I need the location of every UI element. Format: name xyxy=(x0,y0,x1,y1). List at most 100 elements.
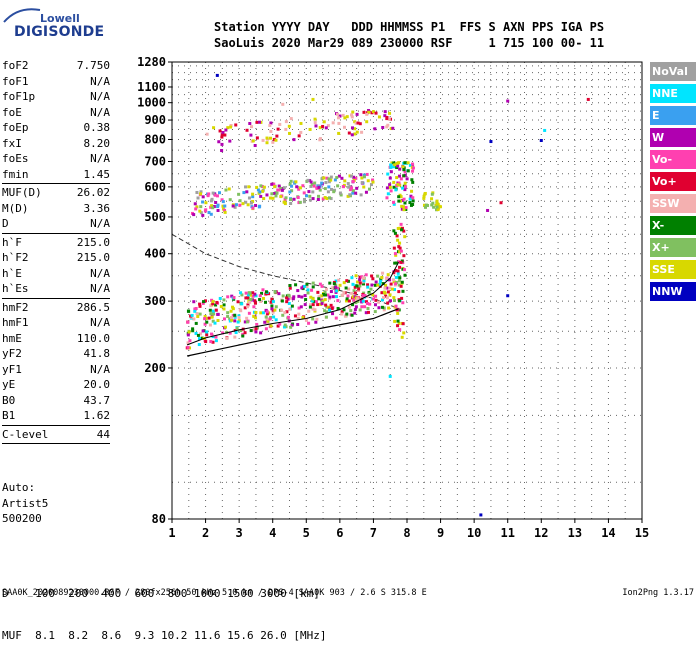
echo-point xyxy=(350,291,354,295)
echo-point xyxy=(200,336,204,340)
echo-point xyxy=(306,178,310,182)
echo-point xyxy=(249,293,253,297)
virtual-height-trace xyxy=(186,261,400,346)
echo-point xyxy=(230,294,234,298)
echo-point xyxy=(308,194,312,198)
legend-entry: Vo+ xyxy=(650,172,696,191)
echo-point xyxy=(435,199,439,203)
echo-point xyxy=(303,294,307,298)
echo-point xyxy=(226,311,230,315)
echo-point xyxy=(393,269,397,273)
echo-point xyxy=(392,200,396,204)
echo-point xyxy=(363,293,367,297)
echo-point xyxy=(331,121,335,125)
echo-point xyxy=(354,301,358,305)
echo-point xyxy=(220,149,224,153)
echo-point xyxy=(394,253,398,257)
param-name: hmE xyxy=(2,331,22,345)
echo-point xyxy=(247,196,251,200)
echo-point xyxy=(321,124,325,128)
echo-point xyxy=(393,299,397,303)
echo-point xyxy=(327,305,331,309)
echo-point xyxy=(345,299,349,303)
echo-point xyxy=(277,184,281,188)
echo-point xyxy=(211,319,215,323)
echo-point xyxy=(316,290,320,294)
echo-point xyxy=(230,316,234,320)
legend-entry: NoVal xyxy=(650,62,696,81)
echo-point xyxy=(435,208,439,212)
echo-point xyxy=(385,117,389,121)
echo-point xyxy=(199,205,203,209)
echo-point xyxy=(350,276,354,280)
echo-point xyxy=(374,280,378,284)
echo-point xyxy=(255,185,259,189)
echo-point xyxy=(358,308,362,312)
echo-point xyxy=(187,330,191,334)
echo-point xyxy=(359,193,363,197)
echo-point xyxy=(258,294,262,298)
echo-point xyxy=(329,303,333,307)
software-version: Ion2Png 1.3.17 xyxy=(622,588,694,598)
echo-point xyxy=(355,112,359,116)
echo-point xyxy=(337,174,341,178)
echo-point xyxy=(322,176,326,180)
echo-point xyxy=(393,261,397,265)
echo-point xyxy=(289,296,293,300)
echo-point xyxy=(312,184,316,188)
echo-point xyxy=(297,294,301,298)
echo-point xyxy=(362,282,366,286)
echo-point xyxy=(225,336,229,340)
echo-point xyxy=(318,282,322,286)
legend-entry: SSE xyxy=(650,260,696,279)
echo-point xyxy=(380,275,384,279)
echo-point xyxy=(361,294,365,298)
echo-point xyxy=(350,115,354,119)
echo-point xyxy=(259,184,263,188)
echo-point xyxy=(405,161,409,165)
echo-point xyxy=(199,190,203,194)
echo-point xyxy=(237,314,241,318)
echo-point xyxy=(380,305,384,309)
echo-point xyxy=(401,322,405,326)
y-tick-label: 700 xyxy=(144,154,166,168)
x-tick-label: 7 xyxy=(370,526,377,540)
echo-point xyxy=(317,295,321,299)
param-value: 286.5 xyxy=(76,300,110,314)
echo-point xyxy=(506,99,510,103)
echo-point xyxy=(194,207,198,211)
echo-point xyxy=(313,121,317,125)
echo-point xyxy=(324,303,328,307)
echo-point xyxy=(201,301,205,305)
echo-point xyxy=(268,196,272,200)
echo-point xyxy=(400,207,404,211)
echo-points xyxy=(185,73,590,517)
echo-point xyxy=(241,332,245,336)
echo-point xyxy=(385,296,389,300)
echo-point xyxy=(392,246,396,250)
echo-point xyxy=(218,191,222,195)
echo-point xyxy=(411,199,415,203)
echo-point xyxy=(423,192,427,196)
echo-point xyxy=(308,127,312,131)
echo-point xyxy=(353,308,357,312)
echo-point xyxy=(245,128,249,132)
echo-point xyxy=(224,128,228,132)
echo-point xyxy=(394,304,398,308)
echo-point xyxy=(399,199,403,203)
echo-point xyxy=(397,299,401,303)
echo-point xyxy=(213,321,217,325)
echo-point xyxy=(190,313,194,317)
echo-point xyxy=(310,288,314,292)
echo-point xyxy=(256,188,260,192)
echo-point xyxy=(396,269,400,273)
echo-point xyxy=(393,231,397,235)
echo-point xyxy=(383,286,387,290)
echo-point xyxy=(280,299,284,303)
echo-point xyxy=(366,283,370,287)
param-row: h`E N/A xyxy=(2,266,110,282)
echo-point xyxy=(358,278,362,282)
echo-point xyxy=(329,178,333,182)
echo-point xyxy=(210,332,214,336)
echo-point xyxy=(342,290,346,294)
